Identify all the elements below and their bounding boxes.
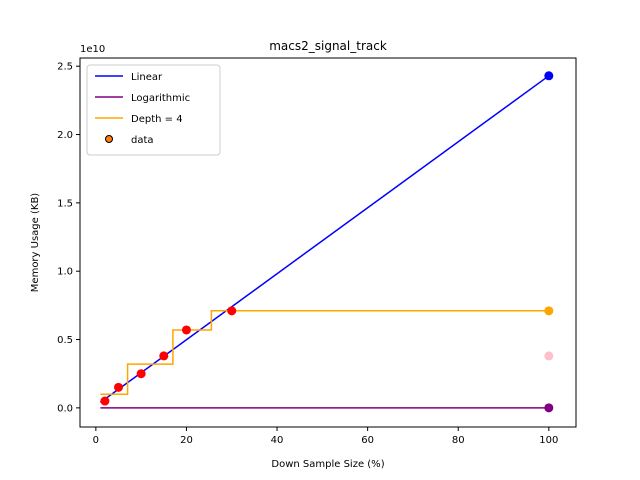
series-line-linear [99, 75, 550, 404]
legend-label: Logarithmic [131, 93, 190, 104]
y-tick-label: 2.5 [57, 62, 73, 73]
data-point-depth-end [544, 306, 554, 316]
data-point-data [100, 396, 110, 406]
y-axis-label: Memory Usage (KB) [30, 193, 41, 293]
legend-swatch [105, 135, 113, 143]
series-line-depth-4 [100, 310, 549, 395]
x-tick-label: 20 [180, 435, 193, 446]
data-point-linear-end [544, 71, 554, 81]
data-point-pink-end [544, 351, 554, 361]
x-tick-label: 80 [452, 435, 465, 446]
y-axis-offset-label: 1e10 [80, 44, 105, 55]
legend-label: data [131, 135, 154, 146]
plot-area [99, 71, 554, 413]
y-tick-label: 0.5 [57, 335, 73, 346]
data-point-data [159, 351, 169, 361]
x-tick-label: 60 [361, 435, 374, 446]
x-tick-label: 40 [271, 435, 284, 446]
chart-title: macs2_signal_track [269, 39, 387, 53]
data-point-data [136, 369, 146, 379]
x-axis: 0 20 40 60 80 100 [93, 427, 558, 446]
y-tick-label: 1.0 [57, 267, 73, 278]
legend-box [86, 64, 221, 156]
legend-label: Depth = 4 [131, 114, 183, 125]
data-point-log-end [544, 403, 554, 413]
x-axis-label: Down Sample Size (%) [271, 459, 384, 470]
y-tick-label: 1.5 [57, 198, 73, 209]
legend: Linear Logarithmic Depth = 4 data [86, 64, 221, 156]
data-point-data [181, 325, 191, 335]
y-tick-label: 0.0 [57, 403, 73, 414]
axes-frame [79, 57, 577, 428]
legend-label: Linear [131, 72, 163, 83]
data-point-data [114, 382, 124, 392]
x-tick-label: 100 [539, 435, 558, 446]
y-tick-label: 2.0 [57, 130, 73, 141]
data-point-data [227, 306, 237, 316]
y-axis: 0.0 0.5 1.0 1.5 2.0 2.5 [57, 62, 80, 414]
x-tick-label: 0 [93, 435, 99, 446]
